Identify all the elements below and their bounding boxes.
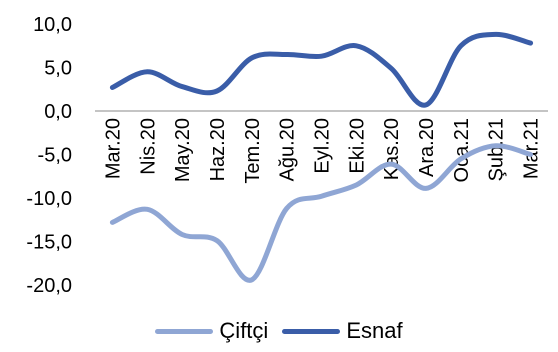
series-lines xyxy=(109,31,534,283)
x-tick-label: May.20 xyxy=(172,118,194,182)
x-tick-label: Oca.21 xyxy=(451,118,473,182)
x-tick-label: Eyl.20 xyxy=(312,118,334,174)
x-tick-label: Haz.20 xyxy=(207,118,229,181)
x-tick-label: Ara.20 xyxy=(416,118,438,177)
x-axis-ticks: Mar.20 Nis.20 May.20 Haz.20 Tem.20 Ağu.20 Eyl.… xyxy=(102,118,542,184)
x-tick-label: Mar.20 xyxy=(102,118,124,179)
y-tick-label: -5,0 xyxy=(38,145,72,167)
y-tick-label: -20,0 xyxy=(26,275,72,297)
series-line-ciftci xyxy=(109,143,534,283)
y-tick-label: 0,0 xyxy=(44,101,72,123)
legend-label-ciftci: Çiftçi xyxy=(219,318,269,343)
y-tick-label: -10,0 xyxy=(26,188,72,210)
y-axis-ticks: 10,0 5,0 0,0 -5,0 -10,0 -15,0 -20,0 xyxy=(26,14,72,297)
x-tick-label: Nis.20 xyxy=(137,118,159,175)
y-tick-label: 10,0 xyxy=(33,14,72,36)
x-tick-label: Mar.21 xyxy=(521,118,543,179)
legend-item-esnaf: Esnaf xyxy=(282,318,403,344)
y-tick-label: 5,0 xyxy=(44,58,72,80)
legend-swatch-ciftci xyxy=(155,328,214,334)
x-tick-label: Eki.20 xyxy=(346,118,368,174)
x-tick-label: Tem.20 xyxy=(242,118,264,184)
legend-swatch-esnaf xyxy=(282,328,341,334)
legend-label-esnaf: Esnaf xyxy=(346,318,403,343)
x-tick-label: Şub.21 xyxy=(486,118,508,181)
chart-legend: Çiftçi Esnaf xyxy=(0,316,558,346)
series-line-esnaf xyxy=(109,31,534,108)
x-tick-label: Ağu.20 xyxy=(277,118,299,181)
y-tick-label: -15,0 xyxy=(26,232,72,254)
legend-item-ciftci: Çiftçi xyxy=(155,318,268,344)
